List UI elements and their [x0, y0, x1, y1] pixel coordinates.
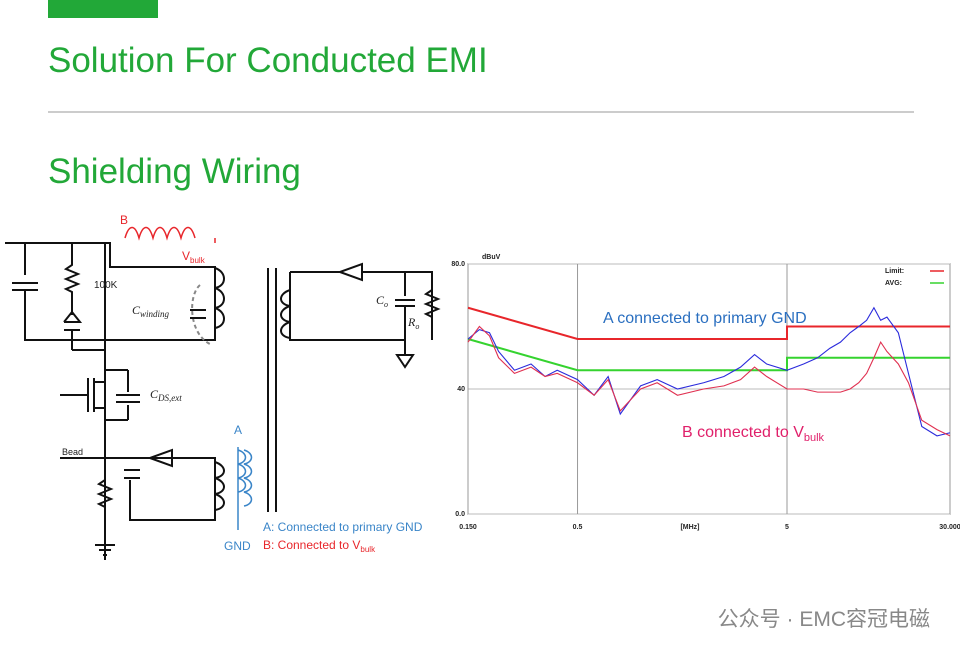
- legend-label: AVG:: [885, 280, 902, 287]
- x-tick-label: 5: [785, 524, 789, 531]
- title: Solution For Conducted EMI: [48, 41, 488, 80]
- cdsext: CDS,ext: [150, 387, 182, 403]
- chart: 0.0 40 80.0 0.150 0.5 5 30.000 Limit: AVG:: [451, 261, 960, 531]
- cwinding-text: C: [132, 303, 141, 317]
- watermark: 公众号 · EMC容冠电磁: [718, 608, 930, 631]
- annotation-b: B connected to Vbulk: [682, 424, 825, 444]
- y-tick-label: 80.0: [451, 261, 465, 268]
- vbulk-text: V: [182, 249, 190, 263]
- y-tick-label: 0.0: [455, 511, 465, 518]
- resistor-label: 100K: [94, 280, 118, 291]
- x-tick-label: 0.5: [573, 524, 583, 531]
- co-sub: o: [384, 300, 388, 309]
- cdsext-text: C: [150, 387, 159, 401]
- x-axis-label: [MHz]: [680, 524, 699, 531]
- annotation-a: A connected to primary GND: [603, 310, 807, 327]
- x-tick-label: 30.000: [939, 524, 960, 531]
- vbulk-sub: bulk: [190, 256, 206, 265]
- gnd: GND: [224, 539, 251, 553]
- series-line: [467, 306, 950, 340]
- cwinding-sub: winding: [140, 309, 170, 319]
- series-line: [467, 325, 951, 437]
- legend-label: Limit:: [885, 268, 904, 275]
- co-text: C: [376, 293, 385, 307]
- accent-bar: [48, 0, 158, 18]
- cwinding: Cwinding: [132, 303, 170, 319]
- annotation-b-text: B connected to V: [682, 424, 804, 441]
- y-axis-label: dBuV: [482, 254, 501, 261]
- note-b: B: Connected to Vbulk: [263, 538, 376, 554]
- note-b-text: B: Connected to V: [263, 538, 360, 552]
- ro-sub: o: [415, 322, 419, 331]
- cdsext-sub: DS,ext: [157, 393, 182, 403]
- co: Co: [376, 293, 388, 309]
- bead: Bead: [62, 447, 83, 457]
- subtitle: Shielding Wiring: [48, 152, 301, 191]
- label-b: B: [120, 213, 128, 227]
- ro-text: R: [407, 315, 416, 329]
- schematic: B Vbulk 100K Cwinding CDS,ext Bead A GND…: [5, 213, 441, 560]
- note-a: A: Connected to primary GND: [263, 520, 423, 534]
- x-tick-label: 0.150: [459, 524, 477, 531]
- note-b-sub: bulk: [360, 545, 376, 554]
- ro: Ro: [407, 315, 419, 331]
- y-tick-label: 40: [457, 386, 465, 393]
- label-a: A: [234, 423, 242, 437]
- annotation-b-sub: bulk: [804, 432, 825, 444]
- vbulk: Vbulk: [182, 249, 206, 265]
